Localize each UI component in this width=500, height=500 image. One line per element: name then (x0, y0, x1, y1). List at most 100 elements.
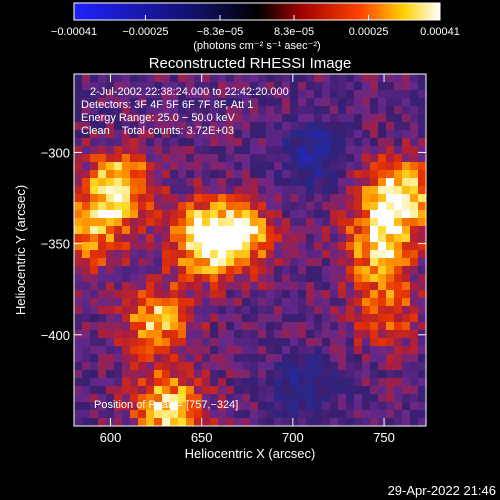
heatmap-cell (346, 290, 355, 299)
heatmap-cell (90, 322, 99, 331)
heatmap-cell (122, 138, 131, 147)
heatmap-cell (402, 138, 411, 147)
heatmap-cell (290, 362, 299, 371)
heatmap-cell (250, 226, 259, 235)
heatmap-cell (418, 378, 426, 387)
heatmap-cell (378, 386, 387, 395)
heatmap-cell (418, 162, 426, 171)
heatmap-cell (186, 114, 195, 123)
heatmap-cell (122, 266, 131, 275)
heatmap-cell (146, 290, 155, 299)
heatmap-cell (250, 82, 259, 91)
heatmap-cell (226, 306, 235, 315)
heatmap-cell (106, 90, 115, 99)
heatmap-cell (234, 178, 243, 187)
heatmap-cell (122, 162, 131, 171)
heatmap-cell (266, 314, 275, 323)
heatmap-cell (282, 298, 291, 307)
heatmap-cell (346, 322, 355, 331)
heatmap-cell (202, 154, 211, 163)
heatmap-cell (74, 370, 83, 379)
heatmap-cell (362, 402, 371, 411)
heatmap-cell (282, 154, 291, 163)
heatmap-cell (162, 154, 171, 163)
heatmap-cell (306, 130, 315, 139)
heatmap-cell (146, 178, 155, 187)
heatmap-cell (346, 98, 355, 107)
heatmap-cell (146, 162, 155, 171)
heatmap-cell (90, 274, 99, 283)
heatmap-cell (362, 186, 371, 195)
heatmap-cell (330, 378, 339, 387)
heatmap-cell (298, 402, 307, 411)
heatmap-cell (298, 202, 307, 211)
heatmap-cell (170, 210, 179, 219)
heatmap-cell (74, 194, 83, 203)
heatmap-cell (146, 386, 155, 395)
heatmap-cell (154, 74, 163, 83)
heatmap-cell (370, 210, 379, 219)
heatmap-cell (98, 130, 107, 139)
heatmap-cell (274, 138, 283, 147)
heatmap-cell (218, 90, 227, 99)
heatmap-cell (314, 122, 323, 131)
heatmap-cell (274, 170, 283, 179)
heatmap-cell (402, 234, 411, 243)
heatmap-cell (322, 194, 331, 203)
heatmap-cell (194, 242, 203, 251)
heatmap-cell (90, 386, 99, 395)
heatmap-cell (234, 202, 243, 211)
heatmap-cell (330, 290, 339, 299)
heatmap-cell (378, 82, 387, 91)
heatmap-cell (146, 370, 155, 379)
heatmap-cell (386, 282, 395, 291)
heatmap-cell (106, 282, 115, 291)
heatmap-cell (186, 122, 195, 131)
heatmap-cell (138, 130, 147, 139)
heatmap-cell (322, 322, 331, 331)
heatmap-cell (418, 386, 426, 395)
heatmap-cell (386, 226, 395, 235)
heatmap-cell (354, 242, 363, 251)
heatmap-cell (306, 266, 315, 275)
heatmap-cell (418, 314, 426, 323)
heatmap-cell (234, 146, 243, 155)
heatmap-cell (346, 298, 355, 307)
heatmap-cell (274, 394, 283, 403)
heatmap-cell (162, 298, 171, 307)
heatmap-cell (114, 74, 123, 83)
heatmap-cell (234, 370, 243, 379)
heatmap-cell (122, 98, 131, 107)
heatmap-cell (138, 306, 147, 315)
heatmap-cell (330, 114, 339, 123)
heatmap-cell (274, 314, 283, 323)
heatmap-cell (354, 330, 363, 339)
heatmap-cell (378, 202, 387, 211)
heatmap-cell (386, 90, 395, 99)
heatmap-cell (210, 394, 219, 403)
heatmap-cell (394, 410, 403, 419)
heatmap-cell (378, 90, 387, 99)
heatmap-cell (178, 322, 187, 331)
heatmap-cell (322, 290, 331, 299)
heatmap-cell (402, 322, 411, 331)
heatmap-cell (346, 346, 355, 355)
heatmap-cell (306, 418, 315, 426)
heatmap-cell (202, 234, 211, 243)
heatmap-cell (82, 282, 91, 291)
heatmap-cell (322, 138, 331, 147)
heatmap-cell (250, 306, 259, 315)
heatmap-cell (154, 130, 163, 139)
heatmap-cell (346, 418, 355, 426)
heatmap-cell (162, 242, 171, 251)
heatmap-cell (90, 306, 99, 315)
heatmap-cell (378, 74, 387, 83)
heatmap-cell (82, 410, 91, 419)
heatmap-cell (130, 162, 139, 171)
colorbar (73, 2, 441, 21)
heatmap-cell (298, 210, 307, 219)
heatmap-cell (338, 338, 347, 347)
heatmap-cell (378, 378, 387, 387)
heatmap-cell (90, 122, 99, 131)
heatmap-cell (306, 314, 315, 323)
